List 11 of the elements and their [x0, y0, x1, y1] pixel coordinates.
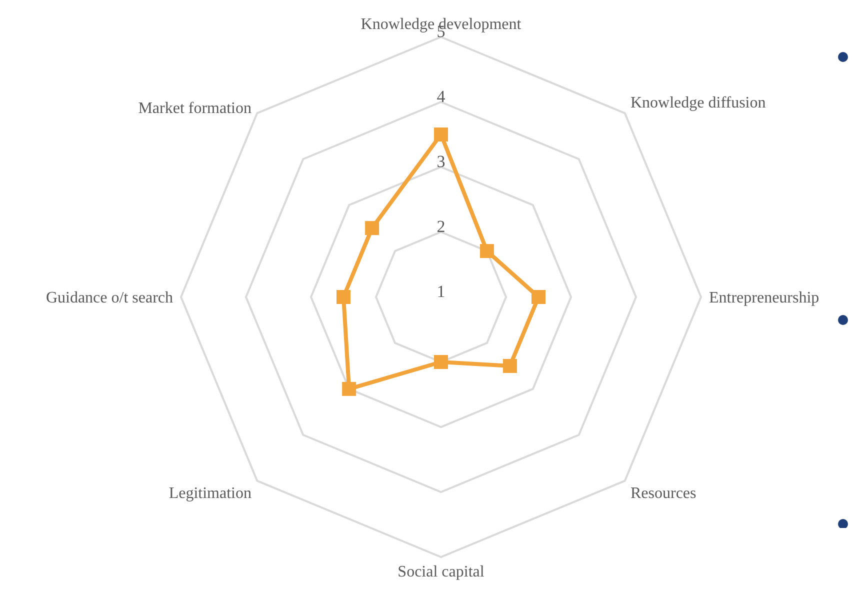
spoke-label: Guidance o/t search	[46, 290, 173, 307]
y-tick-label: 1	[436, 282, 446, 301]
spoke-label: Knowledge diffusion	[630, 94, 766, 112]
spoke-label: Social capital	[398, 563, 485, 580]
y-tick-label: 2	[436, 217, 446, 236]
spoke-label: Legitimation	[168, 484, 252, 502]
spoke-label: Market formation	[138, 100, 252, 118]
spoke-label: Resources	[630, 484, 696, 502]
y-tick-label: 3	[436, 152, 446, 171]
y-tick-label: 4	[436, 87, 446, 106]
spoke-label: Entrepreneurship	[709, 290, 820, 307]
